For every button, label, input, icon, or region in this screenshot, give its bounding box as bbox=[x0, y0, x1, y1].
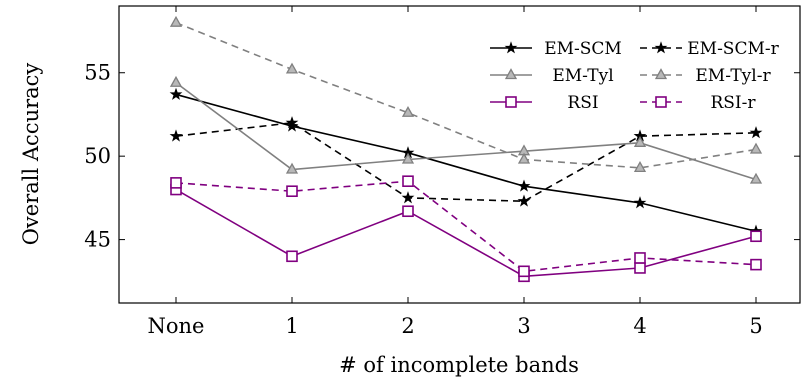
data-point-rsi-r bbox=[171, 178, 181, 188]
legend: EM-SCM EM-SCM-r EM-Tyl EM-Tyl-r RSI RSI-r bbox=[490, 39, 780, 113]
y-tick-label: 55 bbox=[84, 61, 111, 85]
x-tick-label: 2 bbox=[401, 314, 414, 338]
series-layer bbox=[171, 17, 761, 281]
legend-item-em-scm-r: EM-SCM-r bbox=[640, 39, 780, 59]
series-line-rsi-r bbox=[176, 181, 756, 271]
legend-marker bbox=[506, 97, 516, 107]
data-point-em-tyl-r bbox=[171, 17, 181, 26]
legend-label: EM-Tyl-r bbox=[695, 66, 771, 86]
data-point-em-tyl-r bbox=[519, 154, 529, 163]
series-line-rsi bbox=[176, 190, 756, 277]
y-axis-label: Overall Accuracy bbox=[19, 63, 43, 246]
legend-item-em-scm: EM-SCM bbox=[490, 39, 622, 59]
data-point-em-scm-r bbox=[751, 127, 761, 137]
series-em-tyl-r bbox=[171, 17, 761, 171]
legend-item-em-tyl-r: EM-Tyl-r bbox=[640, 66, 771, 86]
data-point-em-tyl bbox=[171, 77, 181, 86]
data-point-rsi bbox=[635, 263, 645, 273]
legend-marker bbox=[506, 70, 516, 79]
series-rsi-r bbox=[171, 176, 761, 276]
data-point-em-scm-r bbox=[519, 196, 529, 206]
data-point-em-tyl bbox=[635, 137, 645, 146]
legend-marker bbox=[656, 43, 666, 53]
data-point-rsi bbox=[751, 231, 761, 241]
x-tick-label: 5 bbox=[749, 314, 762, 338]
legend-marker bbox=[656, 97, 666, 107]
data-point-em-scm bbox=[171, 89, 181, 99]
legend-label: RSI-r bbox=[710, 93, 756, 113]
series-line-em-tyl bbox=[176, 83, 756, 180]
data-point-em-scm bbox=[519, 181, 529, 191]
x-tick-label: 4 bbox=[633, 314, 646, 338]
legend-label: RSI bbox=[567, 93, 598, 113]
series-em-scm bbox=[171, 89, 761, 236]
x-axis-label: # of incomplete bands bbox=[339, 353, 579, 377]
y-tick-label: 50 bbox=[84, 144, 111, 168]
x-tick-label: 1 bbox=[285, 314, 298, 338]
legend-item-rsi: RSI bbox=[490, 93, 599, 113]
data-point-em-scm-r bbox=[171, 131, 181, 141]
data-point-rsi-r bbox=[635, 253, 645, 263]
data-point-rsi-r bbox=[751, 260, 761, 270]
data-point-rsi-r bbox=[403, 176, 413, 186]
data-point-em-tyl-r bbox=[751, 144, 761, 153]
series-em-scm-r bbox=[171, 117, 761, 205]
legend-item-em-tyl: EM-Tyl bbox=[490, 66, 614, 86]
legend-label: EM-SCM bbox=[544, 39, 622, 59]
data-point-rsi-r bbox=[519, 266, 529, 276]
series-line-em-tyl-r bbox=[176, 23, 756, 168]
y-tick-label: 45 bbox=[84, 228, 111, 252]
x-tick-label: None bbox=[148, 314, 205, 338]
data-point-em-scm-r bbox=[403, 192, 413, 202]
series-em-tyl bbox=[171, 77, 761, 183]
legend-marker bbox=[656, 70, 666, 79]
legend-item-rsi-r: RSI-r bbox=[640, 93, 756, 113]
data-point-rsi-r bbox=[287, 186, 297, 196]
legend-marker bbox=[506, 43, 516, 53]
legend-label: EM-SCM-r bbox=[687, 39, 779, 59]
data-point-rsi bbox=[287, 251, 297, 261]
legend-label: EM-Tyl bbox=[552, 66, 613, 86]
data-point-rsi bbox=[403, 206, 413, 216]
data-point-em-scm bbox=[635, 197, 645, 207]
x-tick-label: 3 bbox=[517, 314, 530, 338]
